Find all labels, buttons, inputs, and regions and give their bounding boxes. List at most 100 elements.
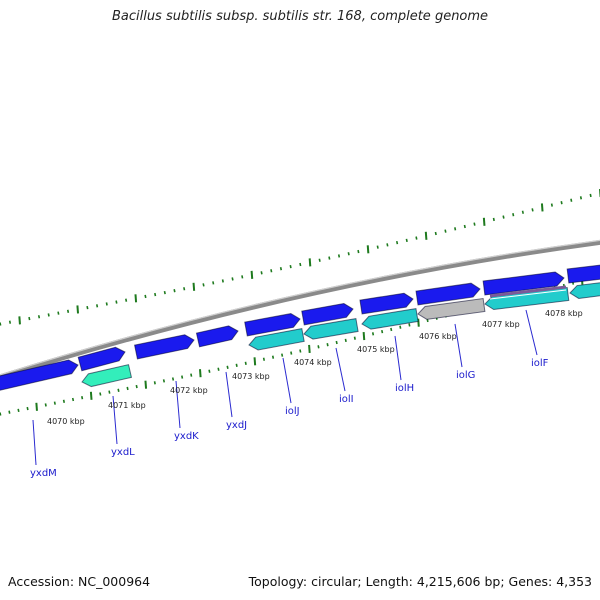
minor-tick	[71, 397, 75, 402]
minor-tick	[357, 249, 360, 254]
minor-tick	[395, 240, 399, 245]
minor-tick	[512, 213, 515, 217]
minor-tick	[317, 345, 320, 349]
backbone-line	[0, 239, 600, 380]
minor-tick	[290, 351, 293, 355]
minor-tick	[208, 369, 211, 373]
minor-tick	[0, 412, 2, 416]
minor-tick	[125, 298, 128, 302]
minor-tick	[62, 399, 66, 403]
minor-tick	[579, 196, 583, 200]
major-tick	[250, 270, 254, 279]
minor-tick	[405, 238, 408, 243]
major-tick	[308, 258, 312, 267]
gene-label-yxdK: yxdK	[174, 431, 199, 442]
minor-tick	[241, 275, 244, 279]
gene-label-iolF: iolF	[531, 358, 549, 369]
minor-tick	[28, 316, 31, 321]
kbp-label: 4071 kbp	[108, 401, 146, 410]
leader-line	[225, 371, 233, 418]
forward-gene-arrow	[133, 334, 195, 360]
forward-gene-arrow	[415, 282, 481, 306]
minor-tick	[95, 304, 99, 308]
major-tick	[134, 294, 138, 303]
minor-tick	[162, 379, 166, 383]
minor-tick	[135, 384, 138, 389]
minor-tick	[44, 403, 47, 407]
minor-tick	[415, 236, 418, 240]
leader-line	[394, 335, 402, 381]
major-tick	[540, 203, 544, 212]
minor-tick	[173, 289, 176, 293]
leader-line	[454, 323, 463, 368]
minor-tick	[454, 227, 457, 231]
leader-line	[282, 357, 292, 404]
minor-tick	[299, 262, 302, 267]
minor-tick	[550, 203, 553, 207]
minor-tick	[281, 353, 284, 357]
minor-tick	[335, 340, 338, 345]
minor-tick	[262, 357, 266, 361]
major-tick	[18, 316, 21, 325]
minor-tick	[115, 300, 118, 304]
gene-name-labels: yxdM yxdL yxdK yxdJ iolJ iolI iolH iolG iolF	[30, 358, 549, 479]
major-tick	[192, 282, 196, 291]
leader-line	[525, 309, 538, 356]
kbp-label: 4073 kbp	[232, 372, 270, 381]
kbp-scale-labels: 4070 kbp 4071 kbp 4072 kbp 4073 kbp 4074 kbp…	[47, 309, 583, 426]
outer-scale-ticks	[0, 189, 600, 326]
accession-label: Accession: NC_000964	[8, 574, 151, 589]
genome-title: Bacillus subtilis subsp. subtilis str. 1…	[111, 9, 489, 24]
minor-tick	[212, 281, 215, 285]
minor-tick	[289, 264, 292, 269]
minor-tick	[570, 198, 573, 202]
major-tick	[35, 402, 38, 411]
minor-tick	[408, 323, 411, 327]
minor-tick	[434, 231, 437, 236]
minor-tick	[386, 243, 389, 247]
gene-label-yxdL: yxdL	[111, 447, 135, 458]
minor-tick	[57, 311, 60, 315]
minor-tick	[444, 229, 447, 233]
minor-tick	[492, 217, 495, 222]
minor-tick	[531, 208, 534, 212]
gene-label-yxdM: yxdM	[30, 468, 57, 479]
minor-tick	[105, 302, 108, 306]
minor-tick	[371, 332, 375, 336]
minor-tick	[171, 377, 175, 381]
genome-summary-label: Topology: circular; Length: 4,215,606 bp…	[248, 574, 592, 589]
major-tick	[366, 245, 370, 254]
minor-tick	[221, 279, 224, 283]
forward-gene-arrow	[359, 292, 414, 315]
reverse-gene-arrow	[248, 328, 305, 351]
minor-tick	[26, 406, 29, 411]
minor-tick	[190, 373, 193, 377]
major-tick	[76, 305, 80, 314]
kbp-label: 4070 kbp	[47, 417, 85, 426]
minor-tick	[328, 256, 331, 260]
minor-tick	[299, 349, 302, 353]
minor-tick	[226, 365, 229, 369]
leader-line	[112, 395, 118, 445]
minor-tick	[347, 252, 350, 256]
major-tick	[424, 231, 428, 240]
leader-line	[175, 380, 181, 429]
minor-tick	[53, 401, 56, 405]
minor-tick	[17, 408, 20, 413]
minor-tick	[47, 313, 50, 317]
minor-tick	[181, 375, 184, 379]
minor-tick	[8, 320, 12, 324]
minor-tick	[473, 222, 476, 226]
minor-tick	[381, 329, 384, 334]
minor-tick	[521, 210, 524, 214]
reverse-gene-arrow	[81, 364, 133, 388]
gene-label-iolG: iolG	[456, 370, 475, 381]
minor-tick	[244, 361, 247, 365]
minor-tick	[337, 254, 341, 258]
minor-tick	[376, 245, 379, 249]
backbone-highlight	[0, 239, 600, 376]
minor-tick	[8, 410, 11, 414]
forward-gene-arrow	[195, 325, 239, 348]
